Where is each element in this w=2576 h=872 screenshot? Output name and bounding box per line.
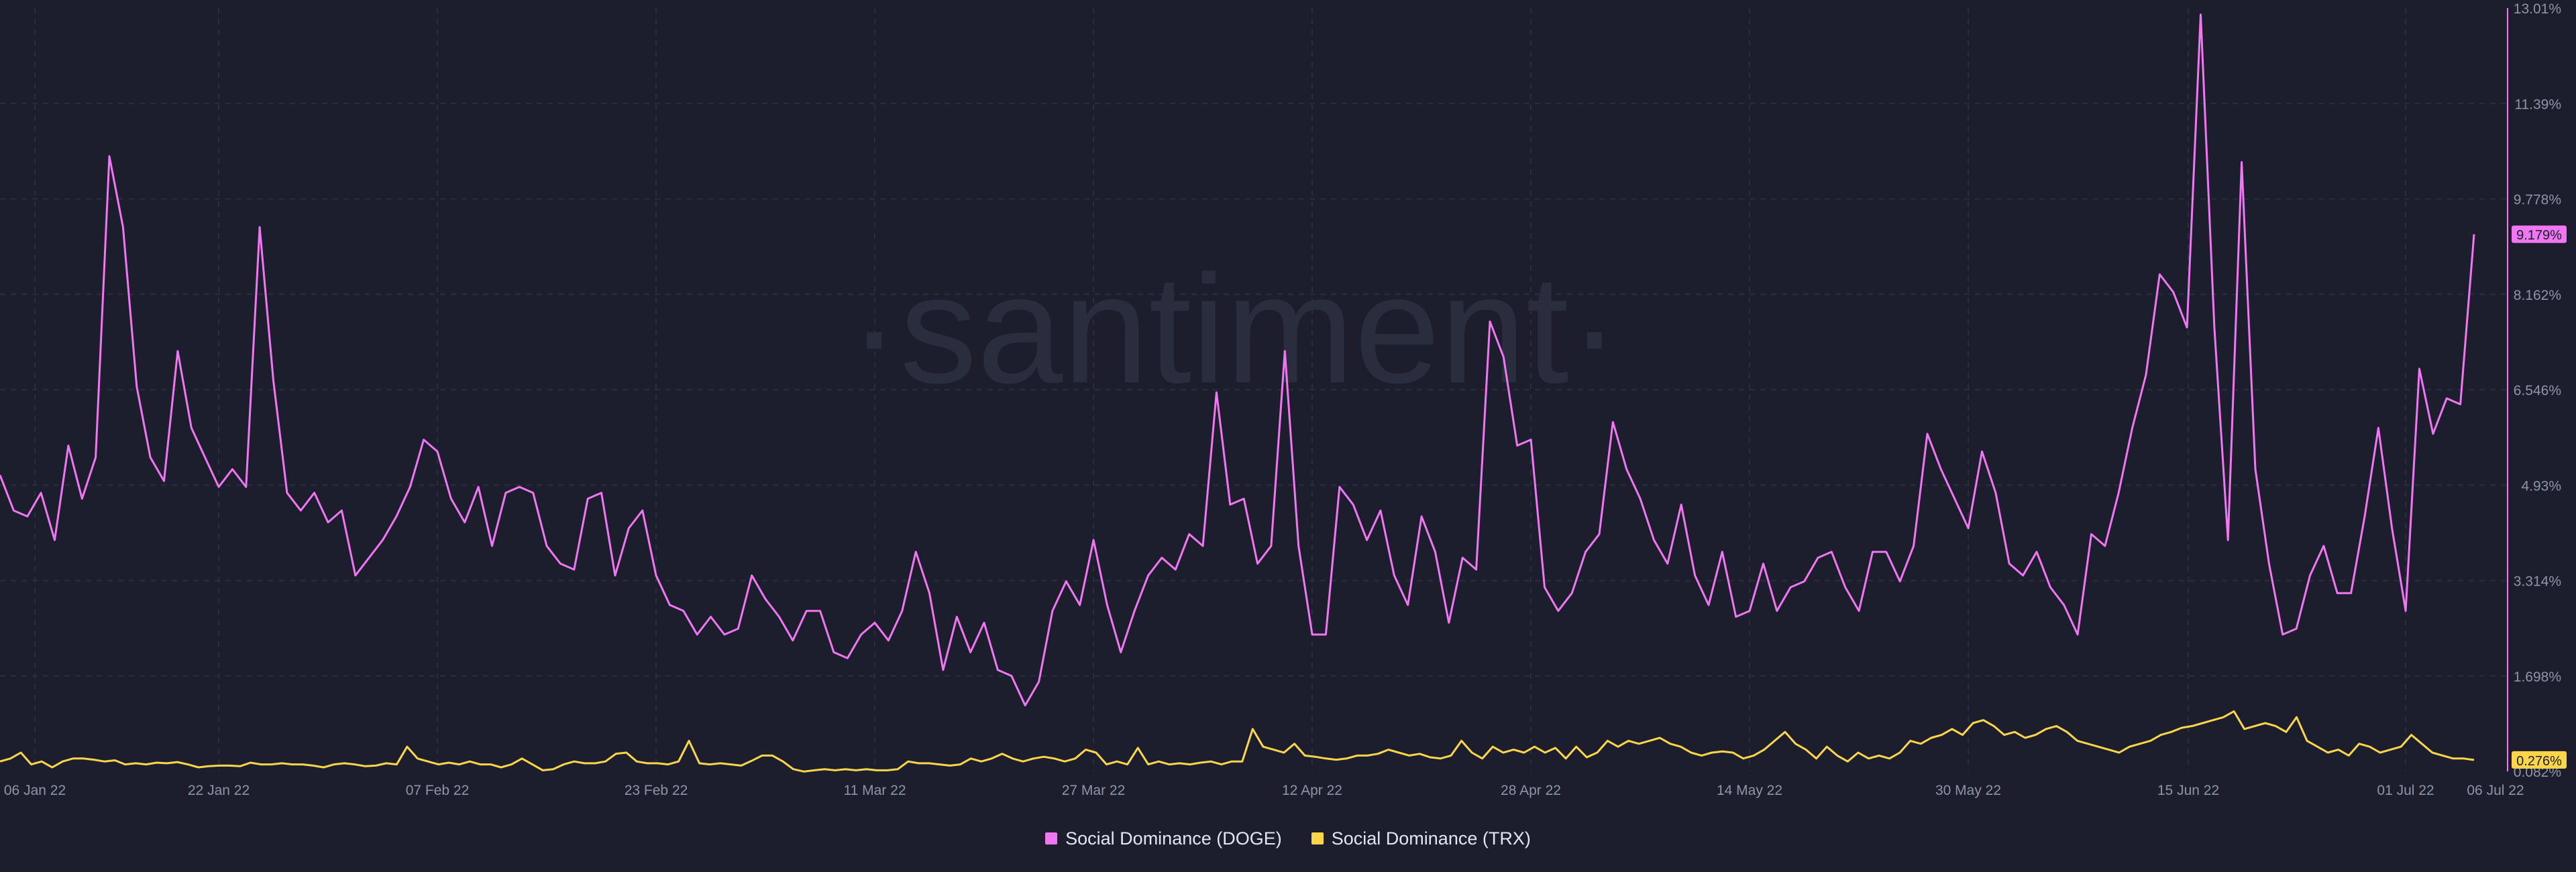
x-tick-label: 15 Jun 22 <box>2157 783 2219 798</box>
last-value-badge-trx: 0.276% <box>2512 751 2567 769</box>
chart-legend: Social Dominance (DOGE) Social Dominance… <box>0 824 2576 853</box>
legend-swatch-trx <box>1311 832 1324 844</box>
x-tick-label: 30 May 22 <box>1935 783 2001 798</box>
x-tick-label: 06 Jul 22 <box>2467 783 2524 798</box>
x-tick-label: 12 Apr 22 <box>1282 783 1342 798</box>
y-tick-label: 11.39% <box>2514 97 2561 112</box>
y-tick-label: 8.162% <box>2514 288 2561 303</box>
chart-canvas: ·santiment· 0.082%1.698%3.314%4.93%6.546… <box>0 1 2567 798</box>
legend-swatch-doge <box>1045 832 1058 844</box>
x-tick-label: 14 May 22 <box>1717 783 1782 798</box>
last-value-label: 0.276% <box>2516 754 2562 769</box>
last-value-label: 9.179% <box>2516 228 2562 243</box>
x-tick-label: 28 Apr 22 <box>1501 783 1561 798</box>
y-tick-label: 6.546% <box>2514 383 2561 398</box>
y-tick-label: 4.93% <box>2521 478 2561 494</box>
y-axis: 0.082%1.698%3.314%4.93%6.546%8.162%9.778… <box>2514 1 2561 780</box>
y-tick-label: 9.778% <box>2514 193 2561 208</box>
x-tick-label: 23 Feb 22 <box>625 783 688 798</box>
legend-label-doge: Social Dominance (DOGE) <box>1065 828 1282 849</box>
legend-label-trx: Social Dominance (TRX) <box>1331 828 1531 849</box>
legend-item-trx[interactable]: Social Dominance (TRX) <box>1311 828 1531 849</box>
y-tick-label: 3.314% <box>2514 574 2561 590</box>
last-value-badge-bg <box>2512 225 2567 243</box>
series-line-doge <box>0 13 2475 707</box>
x-tick-label: 07 Feb 22 <box>406 783 470 798</box>
series-lines <box>0 13 2475 773</box>
x-axis: 06 Jan 22 22 Jan 22 07 Feb 22 23 Feb 22 11 M… <box>4 783 2524 798</box>
x-tick-label: 27 Mar 22 <box>1062 783 1126 798</box>
last-value-badge-bg <box>2512 751 2567 769</box>
last-value-labels: 9.179% 0.276% <box>2512 225 2567 769</box>
y-tick-label: 1.698% <box>2514 669 2561 685</box>
grid-lines <box>0 8 2509 771</box>
legend-item-doge[interactable]: Social Dominance (DOGE) <box>1045 828 1282 849</box>
series-line-trx <box>0 710 2475 773</box>
x-tick-label: 06 Jan 22 <box>4 783 66 798</box>
y-tick-label: 13.01% <box>2514 1 2561 17</box>
x-tick-label: 01 Jul 22 <box>2377 783 2434 798</box>
last-value-badge-doge: 9.179% <box>2512 225 2567 243</box>
x-tick-label: 11 Mar 22 <box>844 783 906 798</box>
santiment-watermark: ·santiment· <box>849 243 1620 415</box>
x-tick-label: 22 Jan 22 <box>188 783 250 798</box>
